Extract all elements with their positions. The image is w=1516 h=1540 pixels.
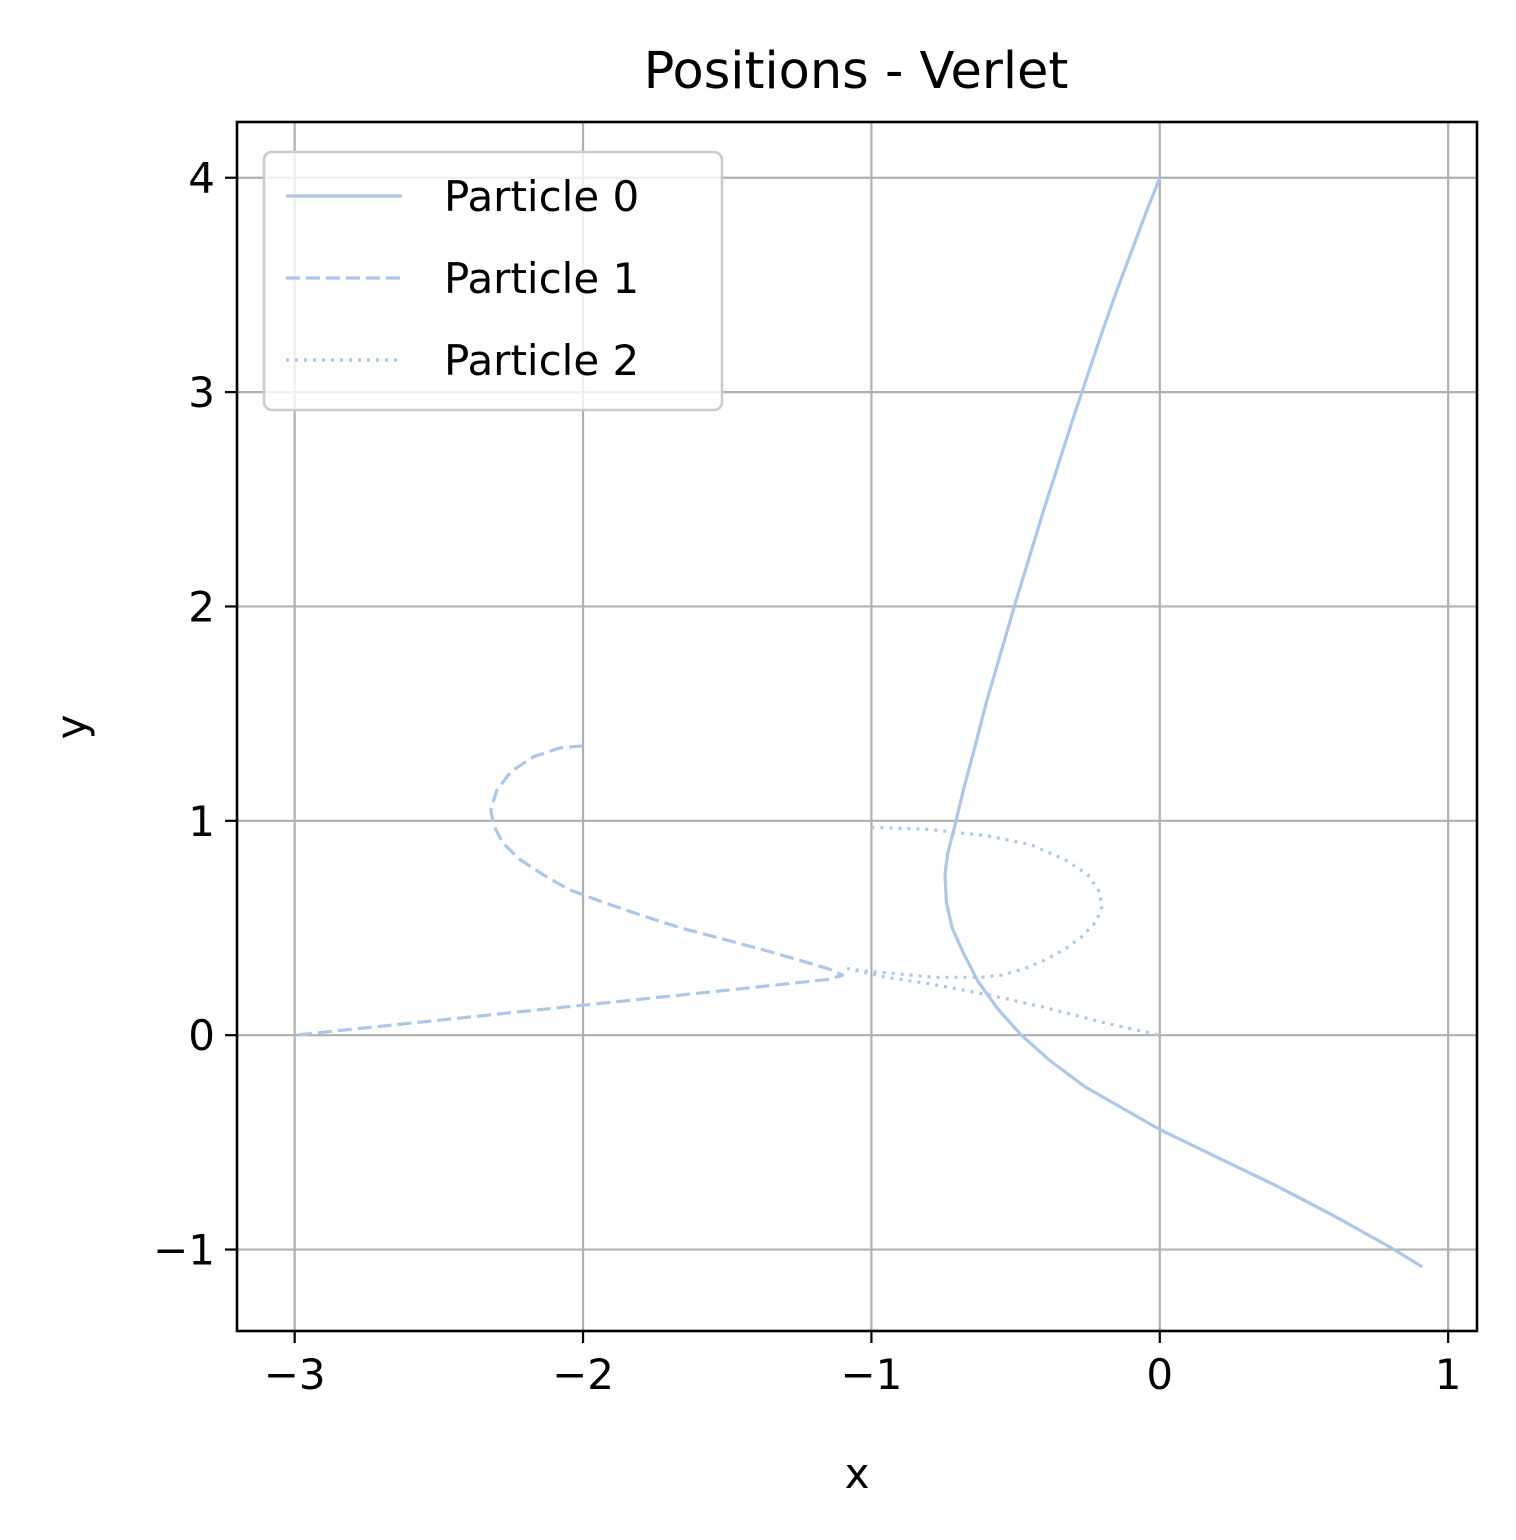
axis-ticks: −3 −2 −1 0 1 −1 0 1 2 3 4 — [153, 154, 1461, 1399]
series-lines — [294, 177, 1424, 1269]
x-tick-label: 0 — [1146, 1350, 1173, 1399]
y-tick-label: 2 — [188, 582, 215, 631]
series-line-particle-0 — [943, 177, 1424, 1269]
legend-label: Particle 2 — [444, 336, 639, 385]
y-tick-label: 0 — [188, 1011, 215, 1060]
y-tick-label: −1 — [153, 1226, 215, 1275]
x-tick-label: 1 — [1435, 1350, 1462, 1399]
legend-box — [262, 150, 724, 412]
x-tick-label: −2 — [552, 1350, 614, 1399]
y-tick-label: 1 — [188, 797, 215, 846]
y-axis-label: y — [47, 715, 96, 740]
chart-title: Positions - Verlet — [644, 42, 1069, 101]
series-line-particle-2 — [846, 825, 1161, 1037]
legend-label: Particle 1 — [444, 254, 639, 303]
y-tick-label: 3 — [188, 368, 215, 417]
y-tick-label: 4 — [188, 154, 215, 203]
x-axis-label: x — [845, 1449, 870, 1498]
legend-label: Particle 0 — [444, 172, 639, 221]
plot-frame — [235, 120, 1479, 1333]
x-tick-label: −1 — [840, 1350, 902, 1399]
legend: Particle 0 Particle 1 Particle 2 — [262, 150, 724, 412]
x-tick-label: −3 — [264, 1350, 326, 1399]
